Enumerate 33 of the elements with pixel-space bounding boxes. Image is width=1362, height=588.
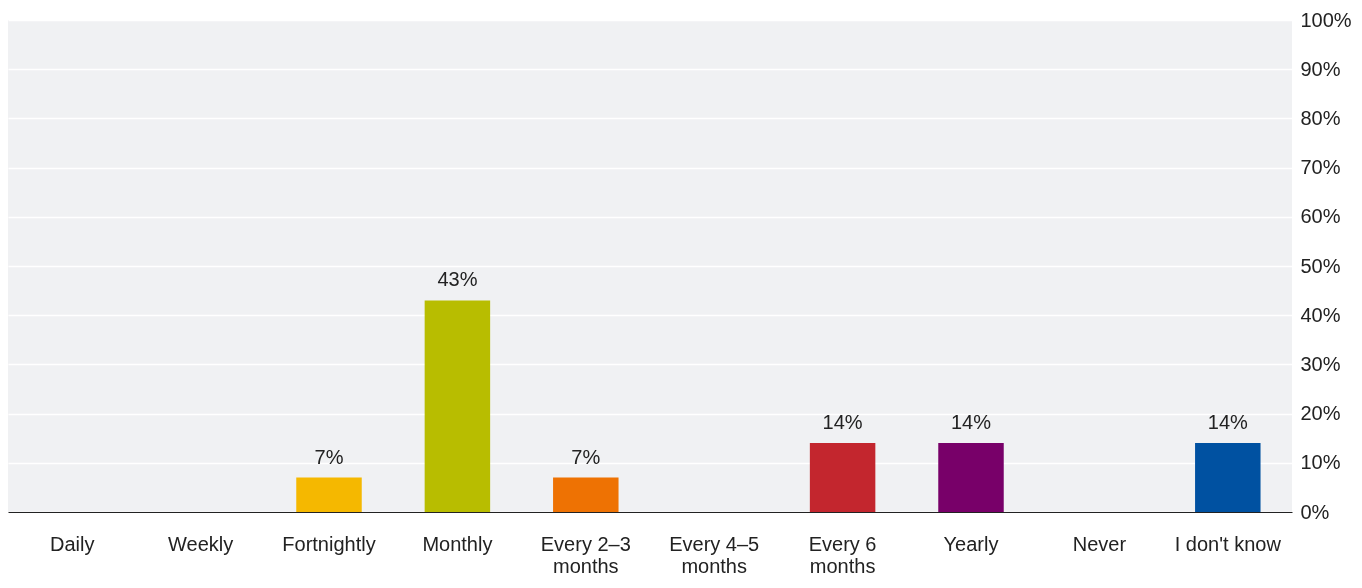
data-label: 14% [1207, 411, 1249, 434]
y-tick-label: 30% [1300, 352, 1341, 375]
y-tick-label: 0% [1300, 500, 1330, 523]
y-tick-label: 70% [1300, 156, 1341, 179]
x-tick-label: Weekly [167, 532, 234, 555]
data-label: 7% [314, 445, 344, 468]
y-tick-label: 80% [1300, 106, 1341, 129]
x-tick-label: Fortnightly [282, 532, 376, 555]
bar [938, 443, 1004, 512]
data-label: 43% [437, 268, 478, 291]
y-tick-label: 60% [1300, 205, 1341, 228]
x-tick-label: Every 2–3 months [540, 532, 631, 577]
bar [1195, 443, 1261, 512]
y-tick-label: 50% [1300, 254, 1341, 277]
y-tick-label: 90% [1300, 57, 1341, 80]
y-tick-label: 20% [1300, 402, 1341, 425]
bar [424, 300, 491, 512]
x-tick-label: Daily [49, 532, 95, 555]
x-tick-label: Never [1072, 532, 1127, 555]
bar [553, 477, 619, 512]
x-tick-label: Every 4–5 months [669, 532, 760, 577]
data-label: 14% [822, 411, 863, 434]
bar [296, 477, 362, 512]
bar [809, 443, 876, 512]
x-tick-label: Monthly [422, 532, 493, 555]
data-label: 7% [571, 445, 601, 468]
data-label: 14% [950, 411, 992, 434]
x-tick-label: I don't know [1174, 532, 1282, 555]
y-tick-label: 40% [1300, 303, 1341, 326]
x-tick-label: Every 6 months [808, 532, 877, 577]
x-tick-label: Yearly [943, 532, 999, 555]
y-tick-label: 100% [1300, 8, 1352, 31]
y-tick-label: 10% [1300, 451, 1341, 474]
